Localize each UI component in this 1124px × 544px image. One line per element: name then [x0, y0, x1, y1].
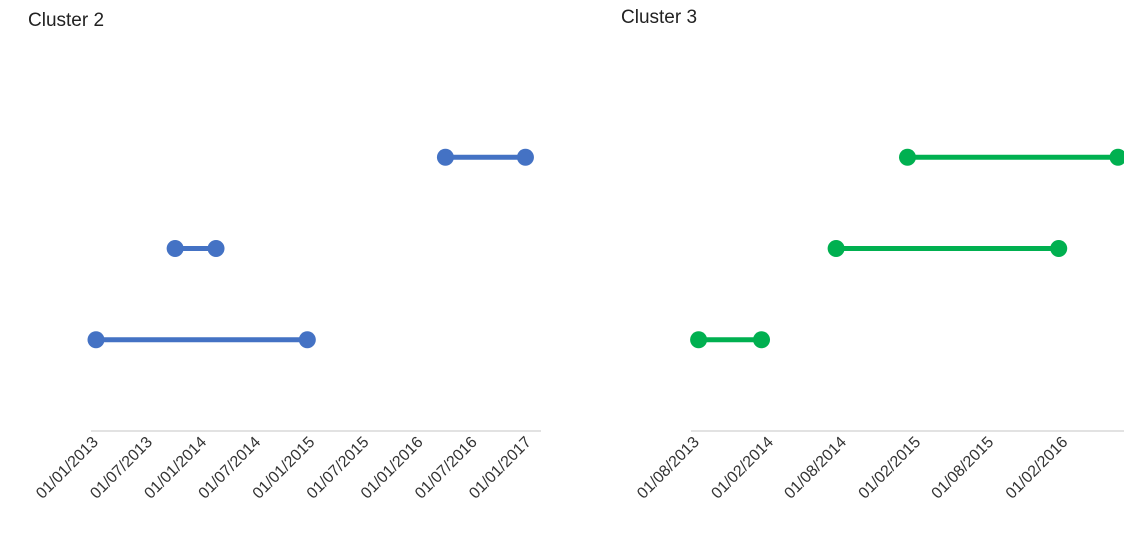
data-point: [899, 148, 916, 166]
chart-cluster-3: Cluster 3 01/08/2013 01/02/2014 01/08/2014…: [600, 0, 1124, 544]
x-tick-label: 01/08/2014: [781, 434, 850, 503]
data-point: [1109, 148, 1124, 166]
x-tick-label: 01/02/2015: [856, 434, 925, 503]
chart-title: Cluster 3: [621, 7, 698, 28]
x-tick-label: 01/02/2016: [1003, 434, 1072, 503]
data-point: [1050, 240, 1068, 257]
data-point: [207, 240, 225, 257]
data-point: [298, 331, 316, 349]
data-point: [516, 148, 534, 166]
x-tick-label: 01/08/2013: [634, 434, 703, 503]
data-point: [436, 148, 454, 166]
data-point: [166, 240, 184, 257]
chart-plot-area: 01/01/201301/07/201301/01/201401/07/2014…: [33, 148, 541, 502]
x-tick-label: 01/02/2014: [708, 434, 777, 503]
chart-title: Cluster 2: [28, 10, 105, 31]
x-tick-label: 01/08/2015: [929, 434, 998, 503]
data-point: [753, 331, 771, 349]
chart-plot-area: 01/08/2013 01/02/2014 01/08/2014 01/02/2015…: [634, 148, 1124, 503]
chart-cluster-2: Cluster 2 01/01/2013 01/07/2013 01/01/2014…: [0, 0, 560, 544]
data-point: [690, 331, 708, 349]
data-point: [827, 240, 845, 257]
data-point: [87, 331, 105, 349]
